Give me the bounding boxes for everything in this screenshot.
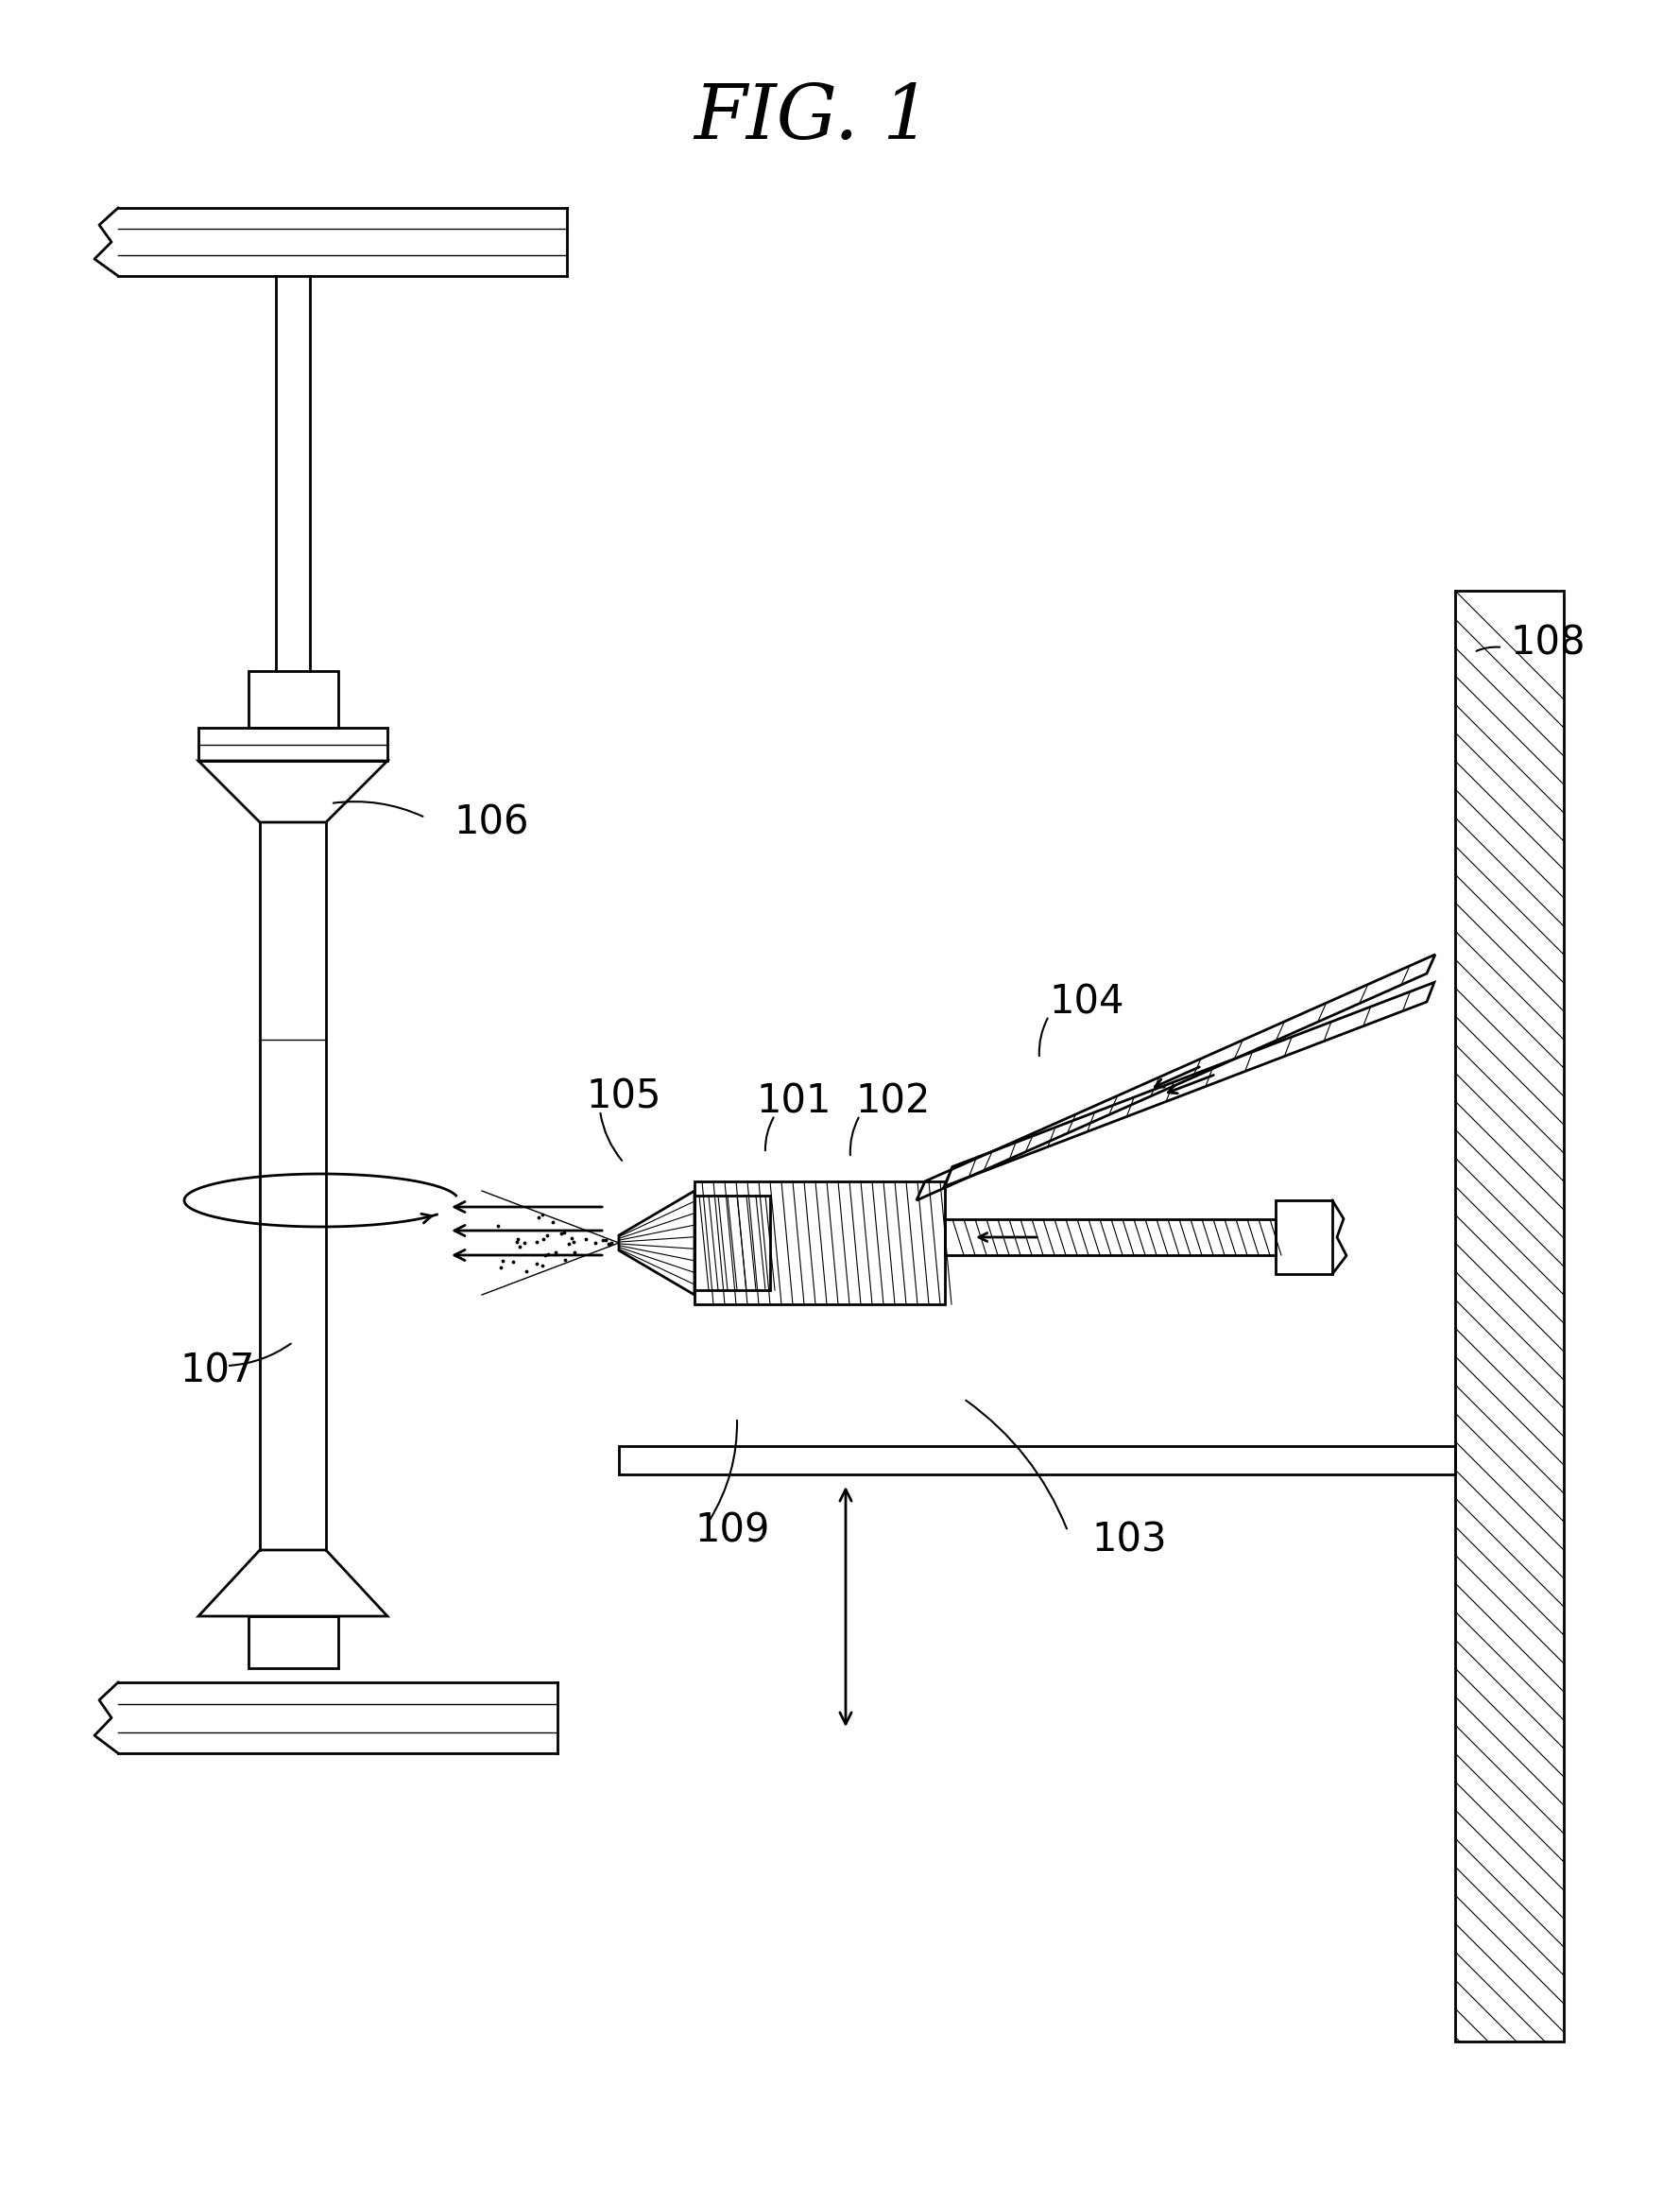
Text: 101: 101	[756, 1081, 832, 1120]
Bar	[249, 1617, 338, 1667]
Text: 104: 104	[1048, 982, 1124, 1022]
Text: 108: 108	[1510, 624, 1586, 663]
Bar	[198, 729, 388, 761]
Text: 102: 102	[855, 1081, 931, 1120]
Bar	[694, 1195, 769, 1291]
Text: 107: 107	[180, 1350, 255, 1389]
Bar	[1275, 1201, 1332, 1273]
Bar	[944, 1219, 1275, 1256]
Text: 103: 103	[1092, 1521, 1166, 1560]
Text: 105: 105	[586, 1076, 660, 1116]
Text: 109: 109	[694, 1512, 769, 1551]
Bar	[694, 1182, 944, 1304]
Text: 106: 106	[454, 803, 529, 842]
Bar	[618, 1446, 1455, 1475]
Text: FIG. 1: FIG. 1	[694, 81, 931, 155]
Bar	[1455, 591, 1564, 2041]
Bar	[249, 672, 338, 729]
